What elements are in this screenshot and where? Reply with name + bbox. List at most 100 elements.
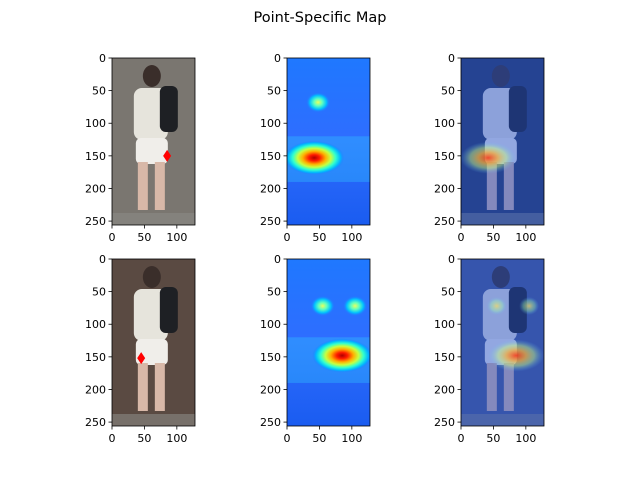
x-tick-label: 50 bbox=[137, 231, 151, 244]
y-tick-label: 250 bbox=[434, 416, 455, 429]
y-tick-label: 250 bbox=[260, 416, 281, 429]
x-tick-label: 100 bbox=[515, 432, 536, 445]
overlay-tint bbox=[461, 58, 544, 225]
x-tick-label: 100 bbox=[166, 432, 187, 445]
person-head bbox=[491, 266, 510, 288]
x-tick-label: 50 bbox=[312, 231, 326, 244]
y-tick-label: 200 bbox=[260, 182, 281, 195]
y-tick-label: 100 bbox=[434, 117, 455, 130]
panel-image-area bbox=[112, 259, 195, 426]
figure-title: Point-Specific Map bbox=[254, 10, 387, 26]
person-backpack bbox=[508, 86, 527, 132]
person-leg-right bbox=[503, 363, 514, 411]
person-backpack bbox=[159, 86, 178, 132]
heatmap-hotspot bbox=[310, 295, 335, 316]
y-tick-label: 0 bbox=[274, 253, 281, 266]
y-tick-label: 0 bbox=[274, 52, 281, 65]
overlay-hotspot bbox=[488, 339, 544, 372]
axes-frame bbox=[286, 258, 371, 427]
heatmap-hotspot bbox=[343, 295, 368, 316]
y-tick-label: 150 bbox=[260, 351, 281, 364]
panel-image-area bbox=[461, 259, 544, 426]
x-tick-label: 100 bbox=[166, 231, 187, 244]
y-tick-label: 50 bbox=[441, 286, 455, 299]
axes-frame bbox=[286, 57, 371, 226]
x-tick-label: 100 bbox=[341, 432, 362, 445]
y-tick-label: 200 bbox=[85, 383, 106, 396]
ground bbox=[461, 414, 544, 426]
panel-image-area bbox=[287, 259, 370, 426]
y-tick-label: 100 bbox=[260, 117, 281, 130]
y-tick-label: 100 bbox=[85, 117, 106, 130]
y-tick-label: 150 bbox=[434, 351, 455, 364]
y-tick-label: 100 bbox=[260, 318, 281, 331]
person-backpack bbox=[508, 287, 527, 333]
person-torso bbox=[482, 88, 517, 140]
ground bbox=[112, 414, 195, 426]
x-tick-label: 0 bbox=[109, 432, 116, 445]
x-tick-label: 100 bbox=[341, 231, 362, 244]
person-leg-left bbox=[486, 162, 497, 210]
person-leg-left bbox=[137, 162, 148, 210]
overlay-hotspot bbox=[486, 296, 507, 315]
y-tick-label: 250 bbox=[85, 215, 106, 228]
y-tick-label: 0 bbox=[448, 52, 455, 65]
x-tick-label: 50 bbox=[137, 432, 151, 445]
person-leg-right bbox=[503, 162, 514, 210]
y-tick-label: 50 bbox=[267, 286, 281, 299]
y-tick-label: 50 bbox=[441, 85, 455, 98]
person-leg-left bbox=[137, 363, 148, 411]
x-tick-label: 50 bbox=[312, 432, 326, 445]
person-head bbox=[142, 65, 161, 87]
person-torso bbox=[133, 88, 168, 140]
panel-image-area bbox=[287, 58, 370, 225]
person-leg-left bbox=[486, 363, 497, 411]
person-head bbox=[491, 65, 510, 87]
point-marker bbox=[163, 149, 172, 162]
y-tick-label: 200 bbox=[260, 383, 281, 396]
axes-frame bbox=[460, 258, 545, 427]
panel-image-area bbox=[461, 58, 544, 225]
ground bbox=[112, 213, 195, 225]
person-backpack bbox=[159, 287, 178, 333]
axes-frame bbox=[460, 57, 545, 226]
x-tick-label: 0 bbox=[109, 231, 116, 244]
heatmap-background bbox=[287, 58, 370, 225]
person-head bbox=[142, 266, 161, 288]
person-leg-right bbox=[154, 363, 165, 411]
axes-frame bbox=[111, 57, 196, 226]
x-tick-label: 0 bbox=[284, 231, 291, 244]
y-tick-label: 0 bbox=[99, 52, 106, 65]
person-shorts bbox=[135, 138, 168, 164]
heatmap-hotspot bbox=[312, 338, 370, 373]
y-tick-label: 150 bbox=[85, 150, 106, 163]
heatmap-hotspot bbox=[287, 140, 345, 175]
x-tick-label: 50 bbox=[486, 432, 500, 445]
overlay-hotspot bbox=[461, 141, 517, 174]
axes-frame bbox=[111, 258, 196, 427]
person-leg-right bbox=[154, 162, 165, 210]
x-tick-label: 100 bbox=[515, 231, 536, 244]
x-tick-label: 0 bbox=[458, 231, 465, 244]
panel-image-area bbox=[112, 58, 195, 225]
y-tick-label: 0 bbox=[99, 253, 106, 266]
y-tick-label: 200 bbox=[85, 182, 106, 195]
y-tick-label: 50 bbox=[92, 85, 106, 98]
y-tick-label: 0 bbox=[448, 253, 455, 266]
y-tick-label: 100 bbox=[434, 318, 455, 331]
y-tick-label: 200 bbox=[434, 383, 455, 396]
y-tick-label: 250 bbox=[260, 215, 281, 228]
y-tick-label: 50 bbox=[92, 286, 106, 299]
y-tick-label: 150 bbox=[260, 150, 281, 163]
x-tick-label: 50 bbox=[486, 231, 500, 244]
y-tick-label: 250 bbox=[434, 215, 455, 228]
heatmap-hotspot bbox=[306, 92, 331, 113]
x-tick-label: 0 bbox=[458, 432, 465, 445]
person-torso bbox=[133, 289, 168, 341]
